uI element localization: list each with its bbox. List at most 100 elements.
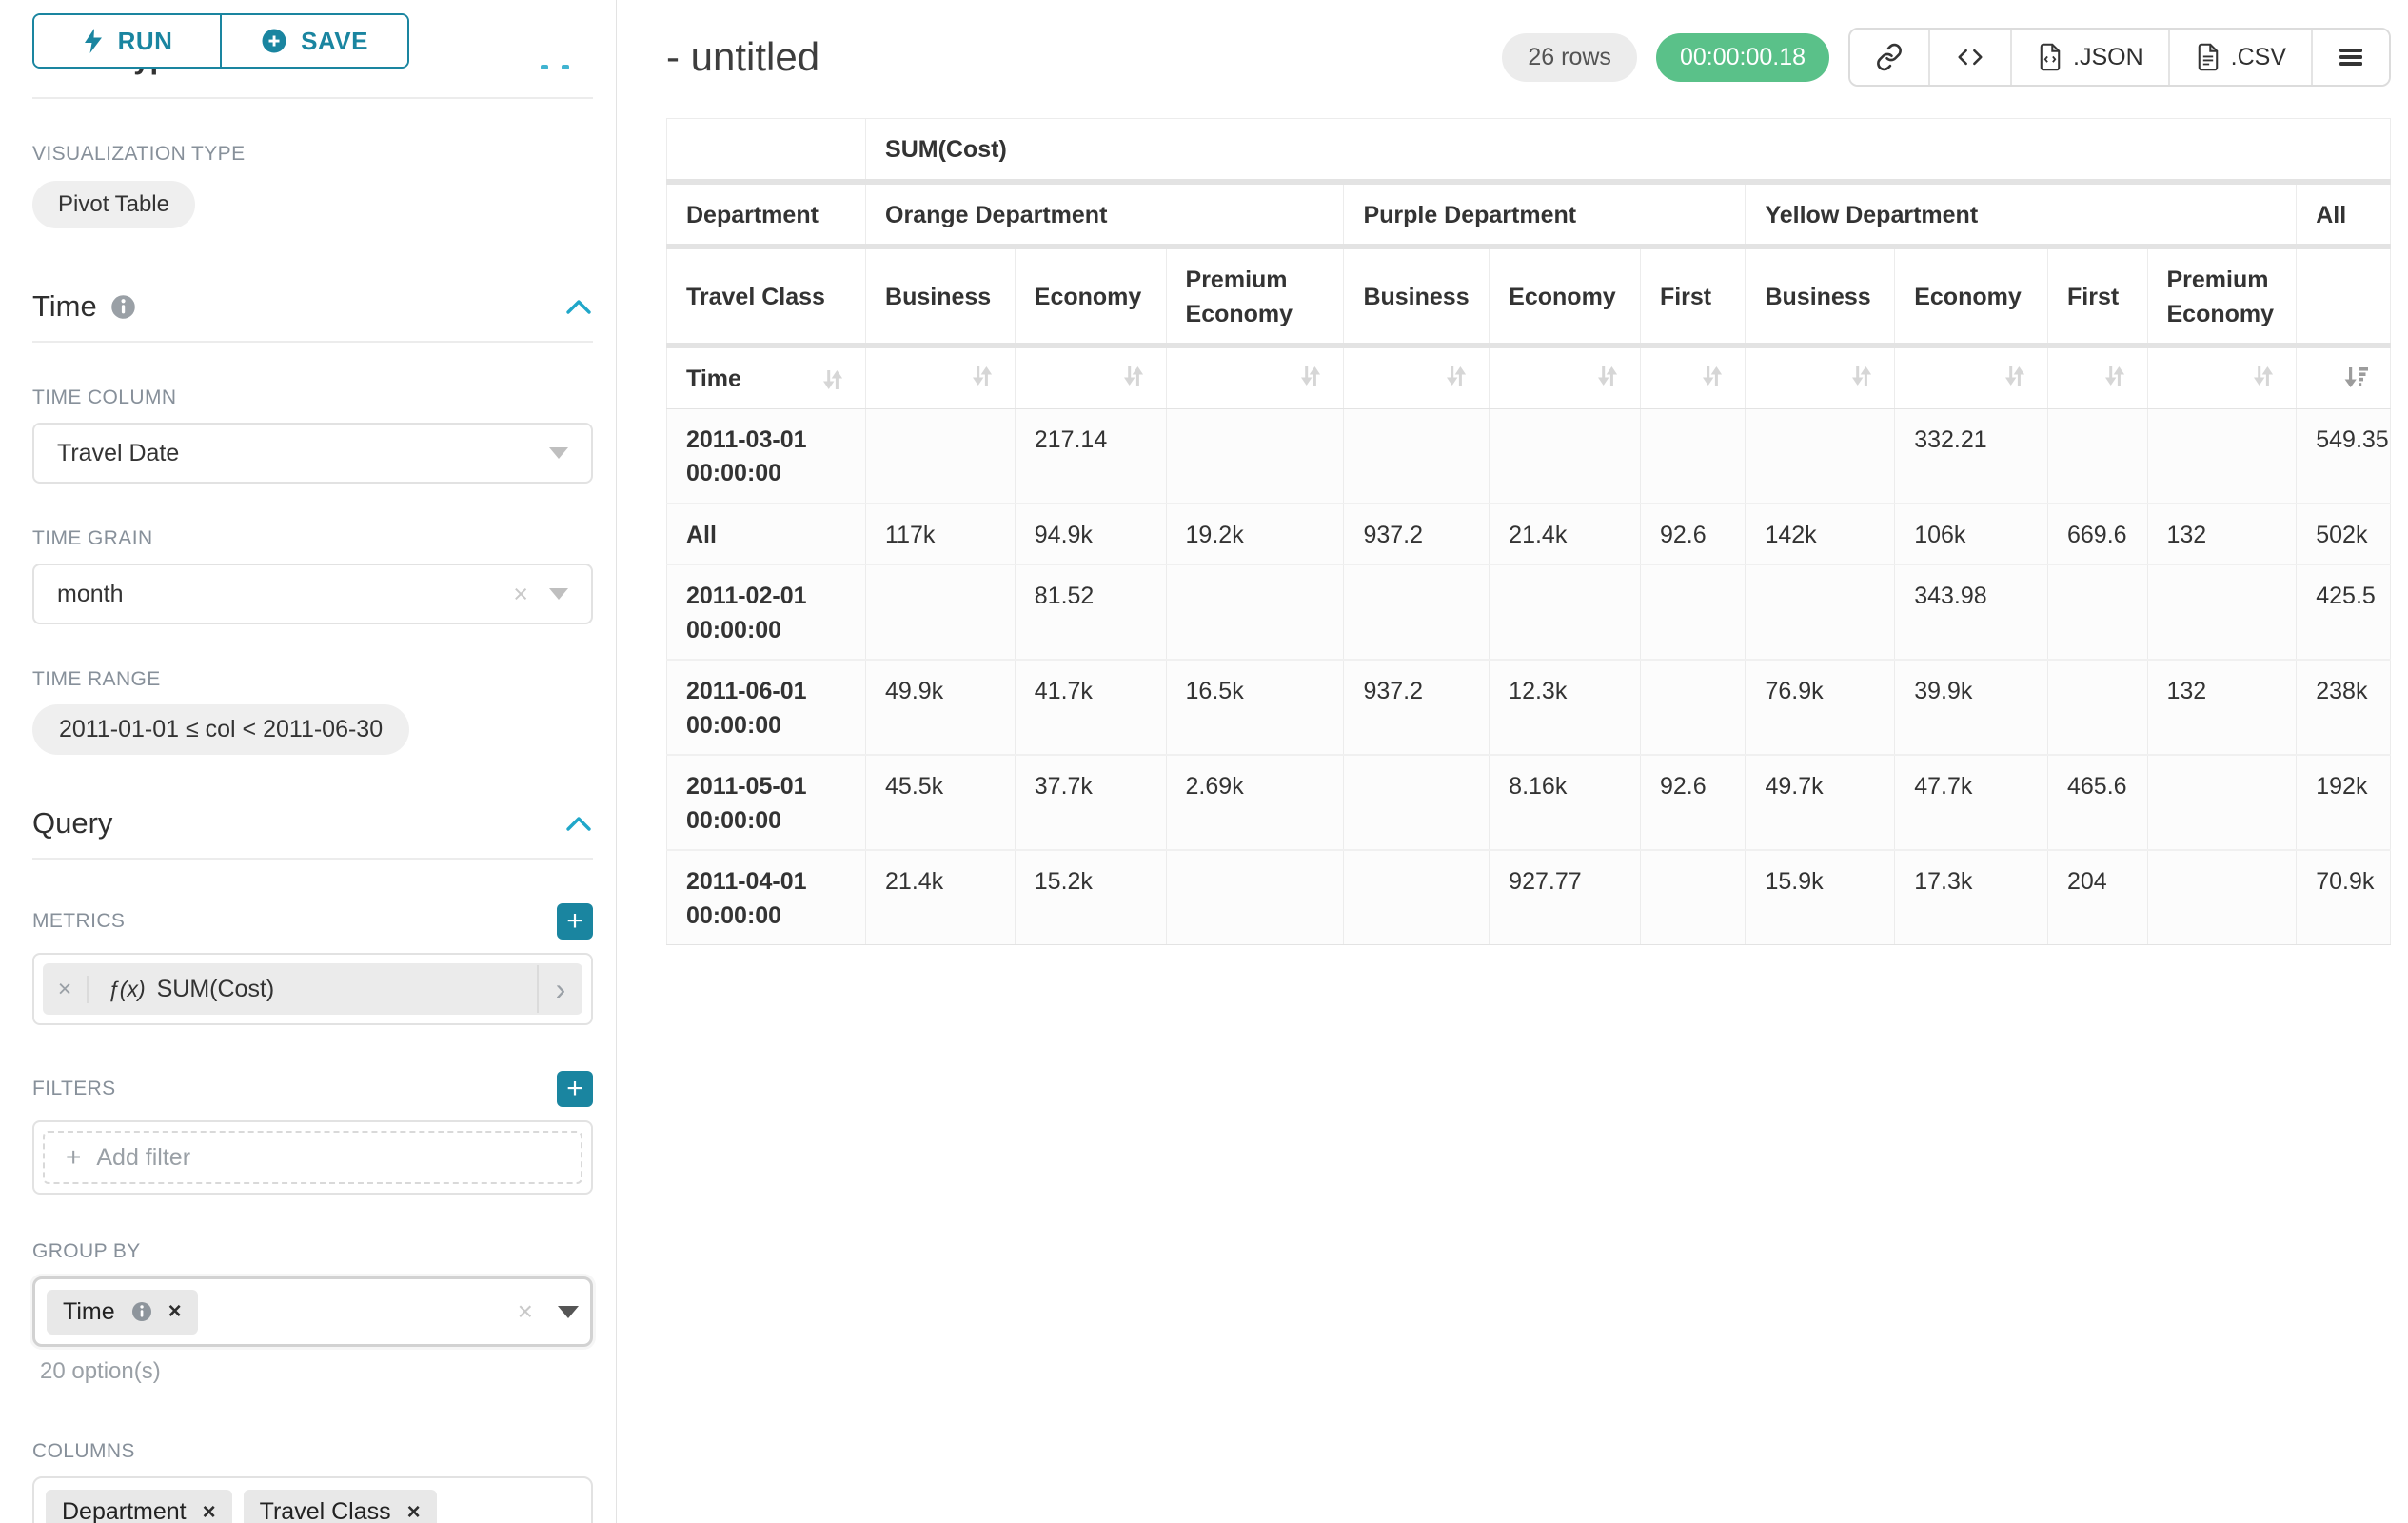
pivot-value-cell: 425.5	[2296, 564, 2391, 661]
pivot-value-cell: 117k	[865, 503, 1016, 565]
run-button[interactable]: RUN	[34, 15, 222, 67]
chevron-up-icon[interactable]	[564, 297, 593, 316]
sort-icon[interactable]	[969, 363, 996, 389]
filters-label: FILTERS	[32, 1078, 116, 1099]
add-filter-dropzone[interactable]: + Add filter	[43, 1131, 582, 1184]
export-json-button[interactable]: .JSON	[2012, 30, 2170, 85]
pivot-sort-cell	[1343, 346, 1490, 409]
pivot-value-cell	[1166, 564, 1345, 661]
query-section-title: Query	[32, 806, 113, 840]
chart-area: - untitled 26 rows 00:00:00.18 .JSON	[617, 0, 2408, 1523]
embed-code-button[interactable]	[1930, 30, 2013, 85]
add-metric-button[interactable]: +	[557, 903, 593, 940]
function-icon: ƒ(x)	[108, 976, 146, 1001]
pivot-value-cell: 15.2k	[1015, 850, 1167, 945]
viz-type-pill[interactable]: Pivot Table	[32, 181, 195, 228]
row-count-badge: 26 rows	[1502, 32, 1637, 82]
sort-icon[interactable]	[2002, 363, 2028, 389]
pivot-sort-cell	[1894, 346, 2048, 409]
pivot-value-cell: 502k	[2296, 503, 2391, 565]
sort-icon[interactable]	[1594, 363, 1621, 389]
pivot-value-cell	[1343, 564, 1490, 661]
pivot-value-cell: 81.52	[1015, 564, 1167, 661]
selected-chip: Department ×	[46, 1490, 232, 1523]
pivot-sort-cell	[1640, 346, 1747, 409]
pivot-table: SUM(Cost) Department Orange Department Purp…	[665, 118, 2391, 945]
pivot-value-cell	[865, 564, 1016, 661]
save-label: SAVE	[301, 26, 368, 55]
add-filter-button[interactable]: +	[557, 1071, 593, 1107]
pivot-value-cell	[1489, 564, 1641, 661]
pivot-class-header: Economy	[1489, 247, 1641, 348]
pivot-value-cell	[2047, 564, 2148, 661]
sort-icon[interactable]	[1848, 363, 1875, 389]
sort-icon[interactable]	[819, 366, 846, 393]
chevron-right-icon[interactable]: ›	[537, 965, 582, 1013]
chart-header: - untitled 26 rows 00:00:00.18 .JSON	[666, 25, 2408, 89]
group-by-select[interactable]: Time × ×	[32, 1276, 593, 1347]
chevron-up-icon[interactable]	[564, 814, 593, 833]
metric-pill[interactable]: × ƒ(x) SUM(Cost) ›	[43, 963, 582, 1015]
pivot-value-cell: 92.6	[1640, 503, 1747, 565]
chip-remove-icon[interactable]: ×	[406, 1498, 421, 1523]
time-range-pill[interactable]: 2011-01-01 ≤ col < 2011-06-30	[32, 704, 410, 755]
chip-remove-icon[interactable]: ×	[168, 1298, 182, 1324]
sort-descending-icon[interactable]	[2342, 363, 2371, 391]
code-icon	[1958, 49, 1983, 66]
pivot-row-label: All	[665, 503, 867, 565]
pivot-value-cell: 132	[2147, 503, 2298, 565]
pivot-value-cell: 927.77	[1489, 850, 1641, 945]
clear-icon[interactable]: ×	[513, 579, 528, 608]
export-csv-button[interactable]: .CSV	[2169, 30, 2313, 85]
remove-metric-icon[interactable]: ×	[43, 975, 89, 1003]
pivot-row-label: 2011-02-01 00:00:00	[665, 564, 867, 661]
pivot-value-cell: 94.9k	[1015, 503, 1167, 565]
query-timer-badge: 00:00:00.18	[1655, 32, 1830, 82]
chart-title[interactable]: - untitled	[666, 34, 820, 79]
pivot-value-cell: 15.9k	[1745, 850, 1896, 945]
pivot-value-cell: 8.16k	[1489, 755, 1641, 851]
selected-chip: Travel Class ×	[243, 1490, 437, 1523]
pivot-empty-header	[2296, 247, 2391, 348]
sort-icon[interactable]	[1297, 363, 1324, 389]
control-panel: Chart Type RUN SAVE VISUALIZATION TYPE P…	[0, 0, 617, 1523]
pivot-value-cell: 70.9k	[2296, 850, 2391, 945]
add-filter-placeholder: Add filter	[96, 1143, 191, 1171]
sort-icon[interactable]	[2102, 363, 2128, 389]
info-icon[interactable]	[110, 294, 136, 320]
sort-icon[interactable]	[2250, 363, 2277, 389]
chart-type-section: Chart Type RUN SAVE	[32, 0, 593, 99]
pivot-row: 2011-04-01 00:00:00 21.4k 15.2k 927.77 15.9k…	[665, 850, 2391, 945]
divider	[32, 97, 593, 99]
sort-icon[interactable]	[1699, 363, 1726, 389]
chip-label: Travel Class	[259, 1498, 391, 1523]
more-options-button[interactable]	[2313, 30, 2389, 85]
pivot-dimension-label: Travel Class	[665, 247, 867, 348]
pivot-value-cell: 21.4k	[1489, 503, 1641, 565]
pivot-value-cell	[1640, 564, 1747, 661]
info-icon[interactable]	[131, 1301, 152, 1322]
run-label: RUN	[117, 26, 173, 55]
sort-icon[interactable]	[1443, 363, 1470, 389]
clear-icon[interactable]: ×	[517, 1296, 533, 1326]
caret-down-icon	[549, 588, 568, 600]
save-button[interactable]: SAVE	[222, 15, 407, 67]
columns-select[interactable]: Department × Travel Class × ×	[32, 1476, 593, 1523]
pivot-class-header: Premium Economy	[1166, 247, 1345, 348]
copy-link-button[interactable]	[1850, 30, 1931, 85]
pivot-class-header: Business	[1343, 247, 1490, 348]
caret-down-icon[interactable]	[558, 1305, 579, 1318]
group-by-option-count: 20 option(s)	[40, 1358, 161, 1384]
pivot-row: 2011-03-01 00:00:00 217.14 332.21 549.35	[665, 408, 2391, 504]
time-grain-select[interactable]: month ×	[32, 564, 593, 624]
pivot-class-header: Economy	[1894, 247, 2048, 348]
columns-chips: Department × Travel Class ×	[46, 1490, 580, 1523]
pivot-value-cell: 12.3k	[1489, 660, 1641, 756]
pivot-value-cell: 465.6	[2047, 755, 2148, 851]
pivot-value-cell: 332.21	[1894, 408, 2048, 504]
pivot-value-cell: 19.2k	[1166, 503, 1345, 565]
sort-icon[interactable]	[1120, 363, 1147, 389]
pivot-value-cell	[1343, 850, 1490, 945]
chip-remove-icon[interactable]: ×	[202, 1498, 216, 1523]
time-column-select[interactable]: Travel Date	[32, 423, 593, 484]
